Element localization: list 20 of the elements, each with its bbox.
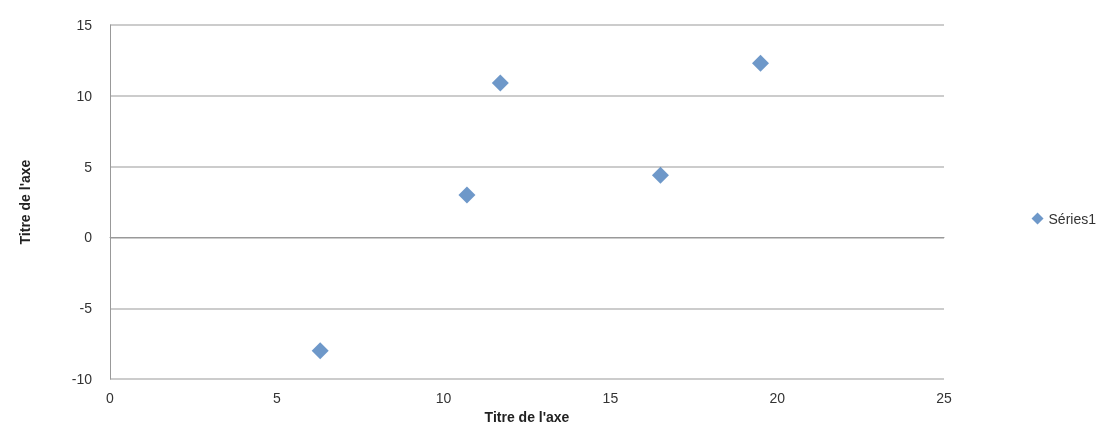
- point: [651, 166, 669, 184]
- x-tick-label: 5: [272, 390, 281, 407]
- x-axis-title: Titre de l'axe: [484, 409, 570, 425]
- x-tick-label: 10: [435, 390, 452, 407]
- point: [752, 54, 770, 72]
- y-axis-title: Titre de l'axe: [17, 159, 33, 245]
- x-tick-label: 25: [936, 390, 952, 407]
- y-tick-label: -10: [71, 371, 93, 388]
- x-tick-label: 0: [106, 390, 115, 407]
- y-tick-label: 10: [76, 87, 93, 104]
- legend-label: Séries1: [1048, 210, 1097, 227]
- point: [311, 342, 329, 360]
- y-tick-label: -5: [79, 300, 93, 317]
- point: [458, 186, 476, 204]
- y-tick-label: 15: [76, 17, 93, 33]
- y-tick-label: 5: [84, 158, 93, 175]
- x-tick-label: 20: [769, 390, 786, 407]
- x-tick-label: 15: [602, 390, 619, 407]
- y-tick-label: 0: [84, 229, 93, 246]
- point: [491, 74, 509, 92]
